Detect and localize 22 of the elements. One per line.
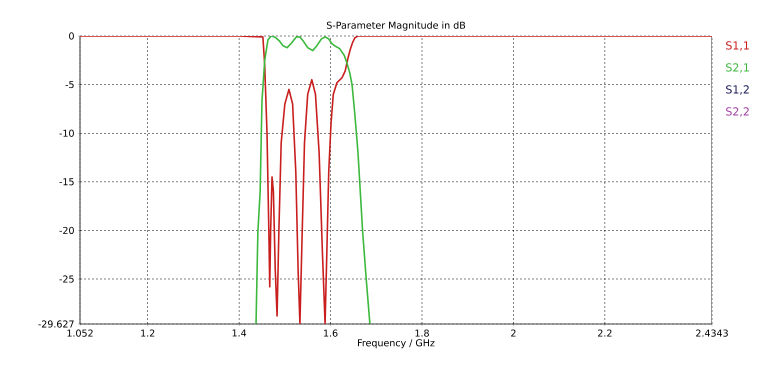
x-tick-label: 2: [511, 329, 516, 337]
y-tick-label: -20: [59, 226, 74, 234]
x-tick-label: 1.6: [324, 329, 338, 337]
y-tick-label: 0: [69, 32, 74, 40]
y-tick-label: -5: [66, 81, 74, 88]
line-series: [255, 36, 371, 324]
x-tick-label: 1.4: [232, 329, 246, 336]
x-tick-label: 2.4343: [696, 329, 728, 337]
legend-label: S2,2: [726, 107, 749, 117]
chart-title: S-Parameter Magnitude in dB: [326, 21, 466, 31]
x-tick-label: 1.2: [141, 329, 154, 337]
y-tick-label: -10: [59, 130, 74, 137]
series-label: S1,1: [726, 41, 749, 51]
x-tick-label: 1.8: [415, 329, 429, 337]
x-axis-title: Frequency / GHz: [358, 339, 435, 348]
y-tick-label: -29.627: [38, 320, 74, 328]
text: S2,1: [726, 63, 749, 73]
x-tick-label: 2.2: [598, 329, 612, 337]
legend-label: S1,2: [726, 85, 749, 95]
y-tick-label: -15: [59, 178, 74, 186]
x-tick-label: 1.052: [67, 329, 93, 337]
y-tick-label: -25: [59, 275, 74, 283]
